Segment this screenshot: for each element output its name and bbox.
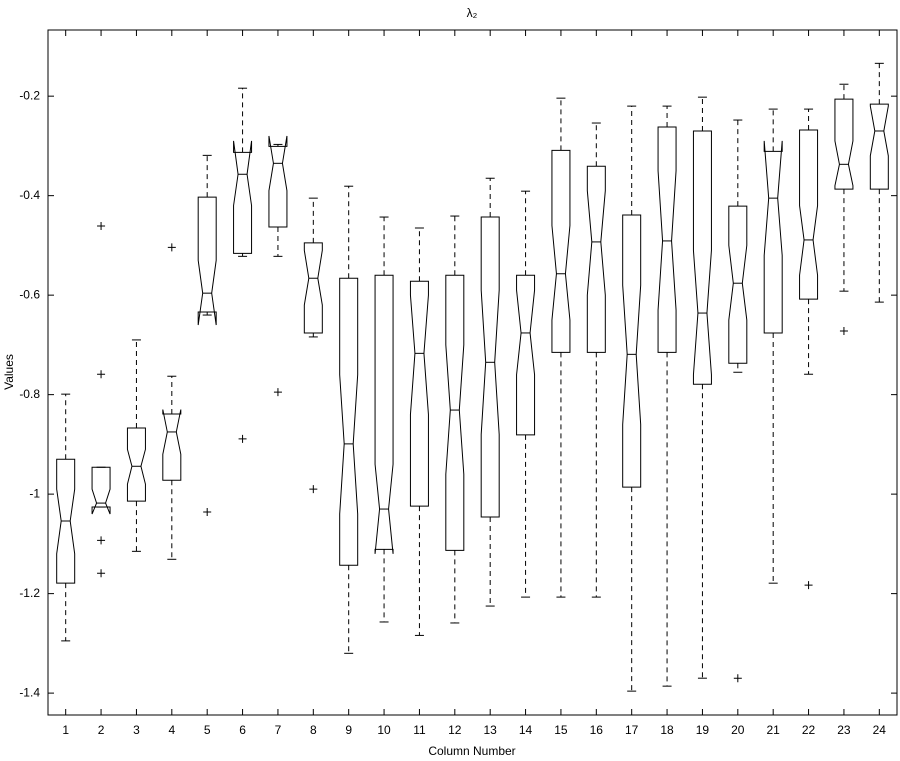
box: [374, 274, 394, 554]
y-tick-label: -1.2: [19, 586, 40, 600]
outlier: [203, 508, 212, 517]
outlier: [97, 569, 106, 578]
x-tick-label: 13: [484, 723, 498, 737]
outlier: [167, 243, 176, 252]
y-tick-label: -1.4: [19, 685, 40, 699]
x-tick-label: 18: [660, 723, 674, 737]
x-tick-label: 24: [873, 723, 887, 737]
x-tick-label: 9: [345, 723, 352, 737]
box: [869, 103, 889, 190]
x-axis-label: Column Number: [428, 744, 515, 758]
x-tick-label: 15: [554, 723, 568, 737]
chart-title: λ₂: [467, 6, 478, 20]
outlier: [804, 581, 813, 590]
box: [799, 129, 819, 300]
box: [126, 427, 146, 502]
box: [516, 274, 536, 436]
x-tick-label: 7: [275, 723, 282, 737]
x-tick-label: 2: [98, 723, 105, 737]
box: [339, 277, 359, 566]
outlier: [839, 326, 848, 335]
box: [692, 130, 712, 385]
y-tick-label: -0.6: [19, 287, 40, 301]
box: [197, 196, 217, 326]
x-tick-label: 19: [696, 723, 710, 737]
box: [834, 98, 854, 190]
x-tick-label: 11: [413, 723, 426, 737]
outlier: [273, 388, 282, 397]
outlier: [309, 485, 318, 494]
x-tick-label: 1: [62, 723, 69, 737]
x-tick-label: 21: [767, 723, 781, 737]
box: [480, 216, 500, 518]
box: [162, 409, 182, 481]
outlier: [733, 674, 742, 683]
y-tick-label: -0.8: [19, 387, 40, 401]
box: [56, 458, 76, 584]
x-tick-label: 6: [239, 723, 246, 737]
box: [622, 214, 642, 488]
x-tick-label: 5: [204, 723, 211, 737]
outlier: [97, 536, 106, 545]
x-tick-label: 8: [310, 723, 317, 737]
box: [657, 126, 677, 353]
y-tick-label: -0.2: [19, 88, 40, 102]
x-tick-label: 10: [377, 723, 391, 737]
y-tick-label: -0.4: [19, 188, 40, 202]
y-tick-label: -1: [29, 486, 40, 500]
box: [233, 140, 253, 254]
box: [268, 135, 288, 228]
box: [728, 205, 748, 364]
x-tick-label: 14: [519, 723, 533, 737]
y-axis-label: Values: [2, 354, 16, 390]
box: [551, 149, 571, 353]
outlier: [97, 221, 106, 230]
x-tick-label: 22: [802, 723, 816, 737]
outlier: [238, 434, 247, 443]
box: [445, 274, 465, 551]
x-tick-label: 12: [448, 723, 462, 737]
outlier: [97, 370, 106, 379]
x-tick-label: 20: [731, 723, 745, 737]
box: [303, 242, 323, 334]
x-tick-label: 16: [590, 723, 604, 737]
box: [586, 165, 606, 353]
x-tick-label: 3: [133, 723, 140, 737]
axes-box: [47, 29, 898, 716]
box: [409, 280, 429, 507]
x-tick-label: 17: [625, 723, 639, 737]
x-tick-label: 23: [837, 723, 851, 737]
box: [763, 140, 783, 334]
x-tick-label: 4: [168, 723, 175, 737]
box: [91, 466, 111, 515]
